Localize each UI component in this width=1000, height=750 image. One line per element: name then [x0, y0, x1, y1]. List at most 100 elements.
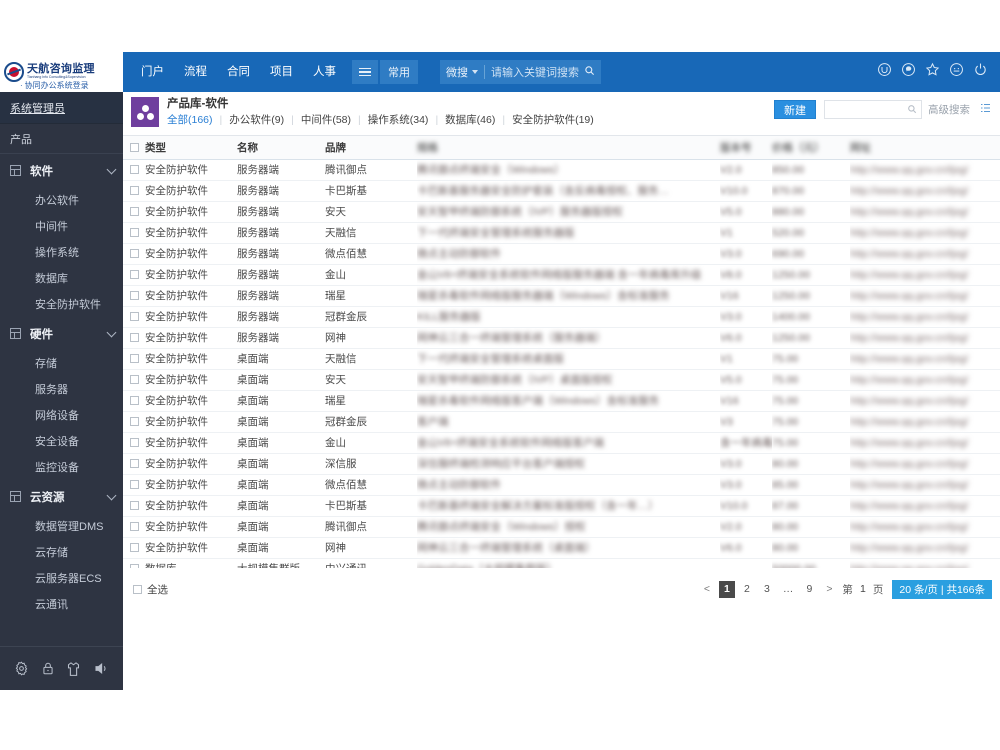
sidebar-item-服务器[interactable]: 服务器	[35, 384, 68, 396]
tab-数据库(46)[interactable]: 数据库(46)	[445, 114, 496, 126]
face-circle-icon[interactable]	[949, 62, 964, 82]
row-select-cell[interactable]	[123, 201, 145, 223]
row-checkbox[interactable]	[130, 333, 139, 343]
pager-page-2[interactable]: 2	[743, 583, 750, 595]
row-select-cell[interactable]	[123, 369, 145, 391]
top-nav-流程[interactable]: 流程	[184, 66, 207, 78]
sidebar-item-云服务器ECS[interactable]: 云服务器ECS	[35, 573, 102, 585]
sidebar-item-中间件[interactable]: 中间件	[35, 221, 68, 233]
sidebar-item-办公软件[interactable]: 办公软件	[35, 195, 79, 207]
pager-page-9[interactable]: 9	[806, 583, 813, 595]
pager-page-1[interactable]: 1	[718, 580, 735, 598]
sidebar-item-数据库[interactable]: 数据库	[35, 273, 68, 285]
row-checkbox[interactable]	[130, 354, 139, 364]
sidebar-item-操作系统[interactable]: 操作系统	[35, 247, 79, 259]
global-search-input[interactable]: 请输入关键词搜索	[491, 67, 579, 79]
table-row[interactable]: 安全防护软件 服务器端 腾讯御点 腾讯御点终端安全（Windows） V2.0 850.0…	[123, 159, 1000, 181]
sidebar-item-云存储[interactable]: 云存储	[35, 547, 68, 559]
row-checkbox[interactable]	[130, 564, 139, 568]
sidebar-current-user[interactable]: 系统管理员	[0, 92, 123, 124]
sidebar-item-安全设备[interactable]: 安全设备	[35, 436, 79, 448]
row-checkbox[interactable]	[130, 312, 139, 322]
row-select-cell[interactable]	[123, 390, 145, 412]
sidebar-item-监控设备[interactable]: 监控设备	[35, 462, 79, 474]
table-row[interactable]: 安全防护软件 服务器端 天融信 下一代终端安全管理系统服务器版 V1 520.00 http…	[123, 222, 1000, 244]
common-menu-button[interactable]: 常用	[380, 60, 418, 84]
table-row[interactable]: 安全防护软件 桌面端 深信服 深信服终端检测响应平台客户端授权 V3.0 80.00 htt…	[123, 453, 1000, 475]
row-select-cell[interactable]	[123, 411, 145, 433]
row-checkbox[interactable]	[130, 522, 139, 532]
table-row[interactable]: 安全防护软件 桌面端 微点佰慧 微点主动防御软件 V3.0 85.00 http://www…	[123, 474, 1000, 496]
row-select-cell[interactable]	[123, 306, 145, 328]
row-select-cell[interactable]	[123, 222, 145, 244]
sidebar-group-云资源[interactable]: 云资源	[0, 480, 123, 513]
sidebar-item-数据管理DMS[interactable]: 数据管理DMS	[35, 521, 104, 533]
row-checkbox[interactable]	[130, 375, 139, 385]
row-checkbox[interactable]	[130, 291, 139, 301]
lock-icon[interactable]	[41, 661, 55, 676]
table-row[interactable]: 安全防护软件 服务器端 瑞星 瑞星杀毒软件网络版服务器端（Windows）含标准服务 V…	[123, 285, 1000, 307]
row-checkbox[interactable]	[130, 270, 139, 280]
top-nav-项目[interactable]: 项目	[270, 66, 293, 78]
table-row[interactable]: 安全防护软件 服务器端 微点佰慧 微点主动防御软件 V3.0 690.00 http://w…	[123, 243, 1000, 265]
volume-icon[interactable]	[93, 661, 109, 676]
tab-安全防护软件(19)[interactable]: 安全防护软件(19)	[512, 114, 594, 126]
table-row[interactable]: 安全防护软件 桌面端 瑞星 瑞星杀毒软件网络版客户端（Windows）含标准服务 V16…	[123, 390, 1000, 412]
advanced-search-link[interactable]: 高级搜索	[928, 104, 970, 116]
table-row[interactable]: 安全防护软件 桌面端 天融信 下一代终端安全管理系统桌面版 V1 75.00 http://…	[123, 348, 1000, 370]
table-row[interactable]: 安全防护软件 桌面端 安天 安天智甲终端防御系统（IVP）桌面版授权 V5.0 75.00…	[123, 369, 1000, 391]
row-select-cell[interactable]	[123, 516, 145, 538]
top-nav-人事[interactable]: 人事	[313, 66, 336, 78]
search-icon[interactable]	[907, 101, 917, 119]
top-nav-门户[interactable]: 门户	[141, 66, 164, 78]
tab-操作系统(34)[interactable]: 操作系统(34)	[367, 114, 429, 126]
row-select-cell[interactable]	[123, 180, 145, 202]
row-select-cell[interactable]	[123, 453, 145, 475]
row-select-cell[interactable]	[123, 537, 145, 559]
sso-login-link[interactable]: · 协同办公系统登录	[20, 80, 89, 91]
table-row[interactable]: 数据库 大规模集群版 中兴通讯 GoldenData（大规模集群版） 50000.00 h…	[123, 558, 1000, 568]
tab-办公软件(9)[interactable]: 办公软件(9)	[229, 114, 285, 126]
row-select-cell[interactable]	[123, 558, 145, 568]
brand-logo[interactable]: 天航咨询监理 Tianhang Info Consulting&Supervis…	[0, 52, 123, 92]
table-row[interactable]: 安全防护软件 桌面端 网神 网神云三合一终端管理系统（桌面端） V6.0 80.00 htt…	[123, 537, 1000, 559]
tab-全部(166)[interactable]: 全部(166)	[167, 114, 213, 126]
sidebar-group-软件[interactable]: 软件	[0, 154, 123, 187]
search-icon[interactable]	[584, 63, 595, 81]
new-button[interactable]: 新建	[774, 100, 816, 119]
pager-prev[interactable]: <	[703, 583, 710, 595]
row-select-cell[interactable]	[123, 495, 145, 517]
row-checkbox[interactable]	[130, 396, 139, 406]
sidebar-item-云通讯[interactable]: 云通讯	[35, 599, 68, 611]
row-checkbox[interactable]	[130, 207, 139, 217]
table-search-input[interactable]	[824, 100, 922, 119]
sidebar-item-存储[interactable]: 存储	[35, 358, 57, 370]
row-checkbox[interactable]	[130, 543, 139, 553]
select-all-checkbox[interactable]	[133, 584, 142, 594]
header-checkbox[interactable]	[130, 142, 139, 152]
row-select-cell[interactable]	[123, 348, 145, 370]
message-circle-icon[interactable]	[901, 62, 916, 82]
global-search[interactable]: 微搜 请输入关键词搜索	[440, 60, 601, 84]
user-circle-icon[interactable]	[877, 62, 892, 82]
row-select-cell[interactable]	[123, 327, 145, 349]
table-row[interactable]: 安全防护软件 服务器端 卡巴斯基 卡巴斯基服务器安全防护套装（含反病毒授权、服务… V1…	[123, 180, 1000, 202]
row-checkbox[interactable]	[130, 165, 139, 175]
table-row[interactable]: 安全防护软件 桌面端 腾讯御点 腾讯御点终端安全（Windows）授权 V2.0 80.0…	[123, 516, 1000, 538]
tab-中间件(58)[interactable]: 中间件(58)	[300, 114, 352, 126]
table-row[interactable]: 安全防护软件 服务器端 网神 网神云三合一终端管理系统（服务器端） V6.0 1250.0…	[123, 327, 1000, 349]
row-checkbox[interactable]	[130, 480, 139, 490]
row-select-cell[interactable]	[123, 243, 145, 265]
row-checkbox[interactable]	[130, 249, 139, 259]
search-scope-select[interactable]: 微搜	[446, 64, 478, 80]
row-select-cell[interactable]	[123, 264, 145, 286]
sidebar-item-安全防护软件[interactable]: 安全防护软件	[35, 299, 101, 311]
pager-jump-input[interactable]: 1	[859, 583, 866, 595]
row-checkbox[interactable]	[130, 438, 139, 448]
gear-icon[interactable]	[14, 661, 29, 676]
list-view-icon[interactable]	[979, 101, 992, 119]
sidebar-group-硬件[interactable]: 硬件	[0, 317, 123, 350]
row-checkbox[interactable]	[130, 459, 139, 469]
select-all-control[interactable]: 全选	[133, 582, 168, 597]
row-checkbox[interactable]	[130, 228, 139, 238]
